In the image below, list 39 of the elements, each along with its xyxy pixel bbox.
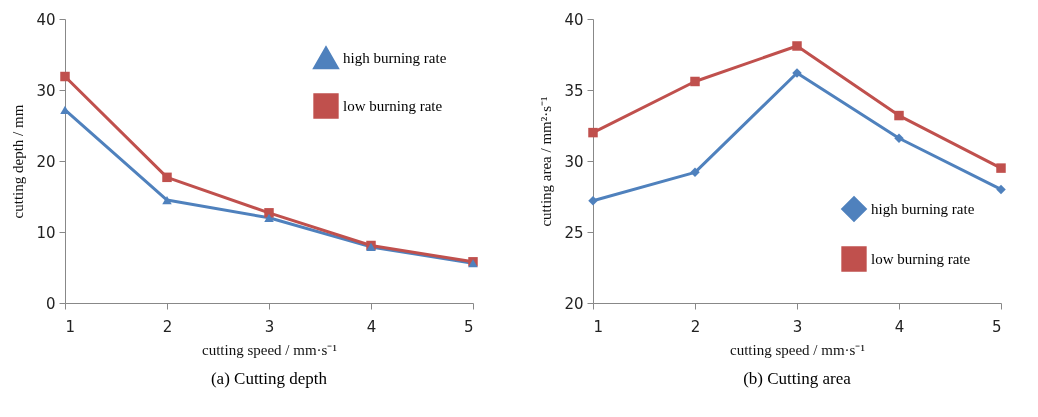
legend-label: high burning rate (343, 50, 447, 66)
x-tick-label: 1 (65, 317, 76, 336)
point (996, 163, 1006, 173)
x-tick-label: 5 (463, 317, 474, 336)
x-tick-label: 3 (264, 317, 275, 336)
point (996, 184, 1006, 195)
y-tick-label: 20 (564, 294, 584, 313)
x-tick-label: 4 (366, 317, 377, 336)
legend-label: low burning rate (871, 251, 971, 267)
point (894, 133, 904, 144)
text: (a) Cutting depth (210, 369, 328, 388)
x-axis-title: cutting speed / mm·s⁻¹ (202, 341, 337, 358)
legend-label: low burning rate (343, 98, 443, 114)
point (588, 127, 598, 138)
x-tick-label: 1 (593, 317, 604, 336)
y-axis-title: cutting area / mm²·s⁻¹ (538, 96, 555, 227)
x-tick-label: 5 (991, 317, 1002, 336)
y-tick-label: 40 (564, 10, 584, 29)
point (690, 76, 700, 87)
y-tick-label: 25 (564, 223, 584, 242)
y-tick-label: 0 (45, 294, 56, 313)
point (588, 196, 598, 206)
x-tick-label: 2 (162, 317, 173, 336)
y-tick-label: 30 (36, 81, 56, 100)
y-tick-label: 35 (564, 81, 584, 100)
y-tick-label: 20 (36, 152, 56, 171)
x-tick-label: 2 (690, 317, 701, 336)
x-tick-label: 4 (894, 317, 905, 336)
y-tick-label: 30 (564, 152, 584, 171)
point (690, 167, 700, 178)
x-axis-title: cutting speed / mm·s⁻¹ (730, 341, 865, 358)
text: (b) Cutting area (743, 369, 852, 388)
y-tick-label: 40 (36, 10, 56, 29)
point (792, 41, 802, 51)
y-axis-title: cutting depth / mm (10, 104, 27, 219)
point (894, 110, 904, 121)
y-tick-label: 10 (36, 223, 56, 242)
legend-label: high burning rate (871, 201, 975, 217)
x-tick-label: 3 (792, 317, 803, 336)
